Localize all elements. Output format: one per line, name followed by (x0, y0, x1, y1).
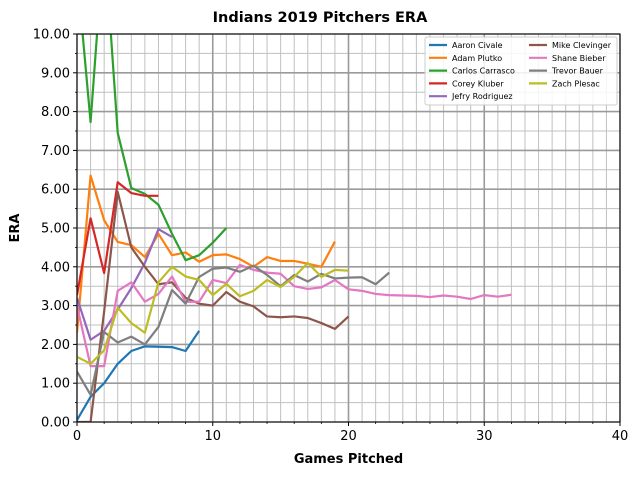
legend-label: Carlos Carrasco (452, 67, 515, 76)
y-tick-label: 0.00 (41, 416, 70, 431)
series-line-trevor-bauer (77, 264, 390, 396)
y-tick-label: 10.00 (33, 28, 70, 43)
legend-label: Corey Kluber (452, 79, 504, 88)
legend-label: Aaron Civale (452, 41, 503, 50)
x-tick-label: 30 (476, 429, 493, 444)
y-axis-ticks: 0.00 1.00 2.00 3.00 4.00 5.00 6.00 7.00 8.00 9.00… (33, 28, 77, 431)
y-tick-label: 6.00 (41, 183, 70, 198)
y-tick-label: 8.00 (41, 105, 70, 120)
y-tick-label: 7.00 (41, 144, 70, 159)
series-line-corey-kluber (77, 181, 159, 296)
y-tick-label: 5.00 (41, 222, 70, 237)
series-line-carlos-carrasco (81, 34, 228, 262)
legend-item: Adam Plutko (429, 54, 502, 63)
series-line-shane-bieber (77, 263, 512, 368)
y-tick-label: 9.00 (41, 66, 70, 81)
legend-item: Mike Clevinger (529, 41, 612, 50)
legend-item: Corey Kluber (429, 79, 504, 88)
legend: Aaron Civale Adam Plutko Carlos Carrasco Co… (424, 36, 618, 106)
legend-label: Jefry Rodriguez (451, 92, 513, 101)
y-tick-label: 2.00 (41, 338, 70, 353)
x-axis-ticks: 0 10 20 30 40 (73, 422, 628, 444)
series-line-adam-plutko (77, 174, 336, 333)
x-tick-label: 0 (73, 429, 81, 444)
legend-item: Jefry Rodriguez (429, 92, 513, 101)
legend-label: Trevor Bauer (551, 67, 604, 76)
legend-item: Zach Plesac (529, 79, 600, 88)
legend-box (424, 36, 618, 106)
x-tick-label: 40 (612, 429, 629, 444)
legend-item: Carlos Carrasco (429, 67, 515, 76)
legend-label: Shane Bieber (552, 54, 606, 63)
chart-title: Indians 2019 Pitchers ERA (213, 10, 428, 26)
y-tick-label: 1.00 (41, 377, 70, 392)
x-axis-label: Games Pitched (294, 452, 403, 467)
x-tick-label: 20 (340, 429, 357, 444)
y-axis-label: ERA (8, 214, 23, 243)
legend-item: Trevor Bauer (529, 67, 604, 76)
y-tick-label: 3.00 (41, 299, 70, 314)
series-line-mike-clevinger (77, 190, 350, 422)
x-tick-label: 10 (204, 429, 221, 444)
series-line-zach-plesac (77, 261, 349, 365)
legend-label: Zach Plesac (552, 79, 600, 88)
series-line-jefry-rodriguez (77, 228, 173, 341)
legend-label: Mike Clevinger (552, 41, 612, 50)
series-line-aaron-civale (77, 330, 201, 421)
legend-item: Aaron Civale (429, 41, 503, 50)
legend-item: Shane Bieber (529, 54, 606, 63)
legend-label: Adam Plutko (452, 54, 502, 63)
y-tick-label: 4.00 (41, 260, 70, 275)
series-lines (77, 34, 512, 422)
